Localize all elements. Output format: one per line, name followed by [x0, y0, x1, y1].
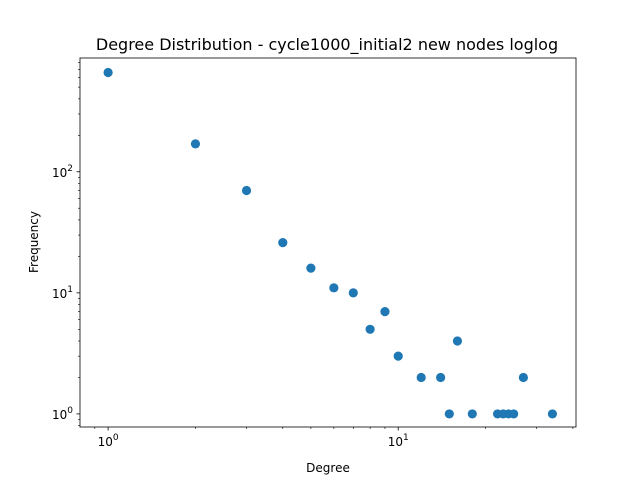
- data-point: [509, 409, 519, 419]
- y-axis-label: Frequency: [27, 211, 41, 273]
- data-point: [518, 372, 528, 383]
- x-tick-label: 101: [388, 433, 409, 449]
- data-point: [329, 283, 339, 293]
- data-point: [393, 351, 403, 361]
- x-tick-label: 100: [98, 433, 119, 449]
- plot-area: [79, 57, 577, 428]
- data-point: [103, 67, 113, 78]
- y-tick-label: 100: [52, 406, 73, 422]
- y-tick-label: 101: [52, 285, 73, 301]
- data-point: [467, 409, 477, 419]
- data-points: [103, 67, 558, 419]
- data-point: [348, 288, 358, 298]
- data-point: [190, 139, 201, 149]
- y-tick-label: 102: [52, 164, 73, 180]
- x-axis-label: Degree: [306, 461, 350, 475]
- data-point: [306, 263, 316, 273]
- data-point: [416, 372, 426, 383]
- data-point: [452, 336, 463, 346]
- data-point: [278, 238, 288, 248]
- chart-title: Degree Distribution - cycle1000_initial2…: [96, 35, 558, 55]
- data-point: [380, 307, 390, 317]
- data-point: [365, 324, 375, 334]
- data-point: [547, 409, 558, 419]
- axis-ticks: 100 101 100 101 102: [52, 62, 574, 449]
- data-point: [241, 185, 252, 196]
- data-point: [436, 372, 446, 383]
- data-point: [444, 409, 454, 419]
